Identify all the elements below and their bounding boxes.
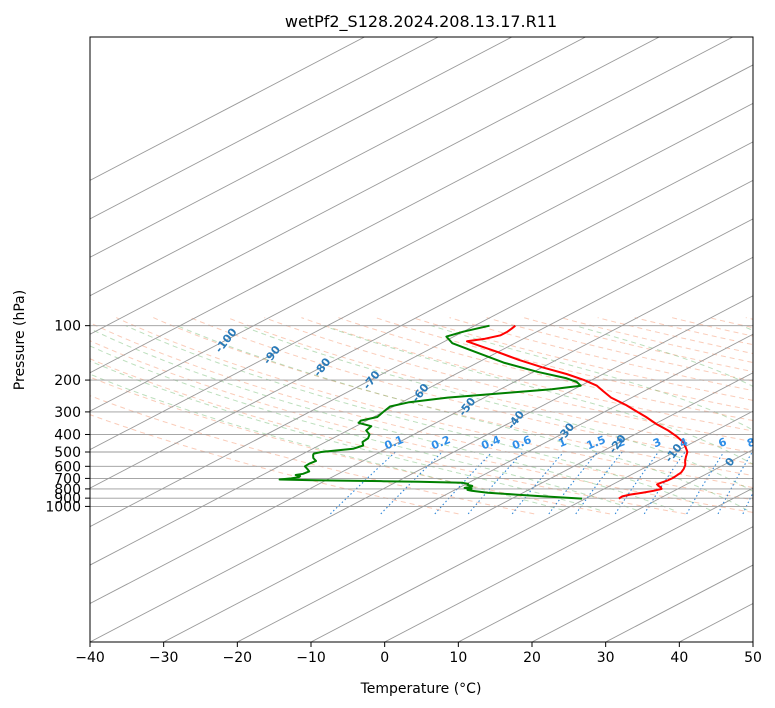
- isotherm-line: [458, 487, 753, 642]
- y-tick-label: 800: [54, 482, 81, 498]
- isotherm-line: [163, 333, 753, 642]
- dry-adiabat-line: [597, 317, 753, 355]
- isotherm-line: [90, 64, 753, 412]
- x-tick-label: −20: [223, 650, 253, 666]
- y-tick-label: 700: [54, 471, 81, 487]
- isotherm-line: [90, 218, 753, 566]
- moist-adiabat-line: [240, 325, 753, 492]
- mixing-ratio-label: 1: [556, 435, 568, 450]
- mixing-ratio-label: 3: [651, 435, 663, 450]
- isotherm-line: [90, 37, 734, 374]
- x-tick-label: 50: [744, 650, 762, 666]
- dry-adiabat-line: [301, 317, 753, 432]
- x-tick-label: −30: [149, 650, 179, 666]
- y-axis-title: Pressure (hPa): [12, 290, 28, 390]
- y-tick-label: 1000: [45, 499, 81, 515]
- moist-adiabat-line: [125, 325, 711, 511]
- isotherm-line: [531, 526, 753, 642]
- isotherm-line: [90, 37, 365, 181]
- moist-adiabat-line: [431, 325, 753, 431]
- dry-adiabat-line: [90, 322, 753, 501]
- isotherm-line: [90, 102, 753, 451]
- plot-frame: [89, 36, 754, 643]
- x-axis-title: Temperature (°C): [360, 681, 482, 697]
- moist-adiabat-line: [90, 328, 674, 511]
- dry-adiabat-line: [412, 317, 753, 401]
- y-tick-label: 100: [54, 319, 81, 335]
- y-tick-label: 400: [54, 427, 81, 443]
- dry-adiabat-line: [338, 317, 753, 422]
- x-tick-label: 30: [597, 650, 615, 666]
- y-tick-label: 500: [54, 445, 81, 461]
- isotherm-line: [384, 449, 753, 642]
- dry-adiabat-line: [90, 340, 753, 513]
- isotherm-line: [90, 37, 660, 335]
- x-axis: −40 −30 −20 −10 0 10 20 30 40 50: [75, 642, 762, 666]
- x-tick-label: 0: [380, 650, 389, 666]
- dry-adiabat-line: [227, 317, 753, 454]
- isotherm-line: [90, 295, 753, 642]
- dry-adiabat-line: [153, 317, 753, 477]
- y-tick-label: 200: [54, 373, 81, 389]
- dry-adiabat-line: [449, 317, 753, 392]
- dry-adiabat-line: [90, 358, 686, 515]
- dry-adiabat-line: [90, 376, 610, 515]
- x-tick-label: −10: [296, 650, 326, 666]
- x-tick-label: 10: [449, 650, 467, 666]
- isotherm-line: [237, 372, 753, 642]
- dewpoint-profile-line: [278, 324, 583, 500]
- chart-grid: [90, 37, 753, 642]
- isotherm-line: [310, 410, 753, 642]
- x-tick-label: 20: [523, 650, 541, 666]
- x-tick-label: −40: [75, 650, 105, 666]
- isotherm-line: [90, 37, 586, 297]
- moist-adiabat-line: [90, 345, 638, 511]
- chart-title: wetPf2_S128.2024.208.13.17.R11: [285, 12, 557, 32]
- moist-adiabat-line: [176, 325, 748, 511]
- isotherm-line: [90, 256, 753, 605]
- y-tick-label: 300: [54, 405, 81, 421]
- isotherm-line: [90, 141, 753, 489]
- mixing-ratio-label: 2: [615, 435, 627, 450]
- mixing-ratio-label: 8: [745, 435, 757, 450]
- moist-adiabat-line: [323, 325, 753, 465]
- temperature-profile-line: [466, 324, 689, 500]
- y-tick-label: 600: [54, 459, 81, 475]
- isotherm-line: [90, 37, 513, 258]
- isotherm-line: [90, 37, 439, 220]
- dry-adiabat-line: [560, 317, 753, 364]
- dry-adiabat-line: [190, 317, 753, 465]
- chart-series-layer: [278, 324, 689, 500]
- y-tick-label: 900: [54, 491, 81, 507]
- x-tick-label: 40: [670, 650, 688, 666]
